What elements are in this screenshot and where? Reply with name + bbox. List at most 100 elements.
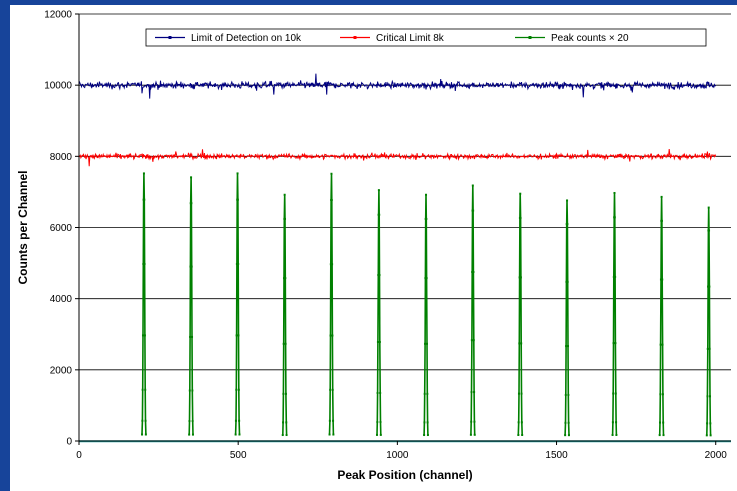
peak-point xyxy=(143,198,146,201)
peak-line xyxy=(376,190,382,435)
y-tick-label: 10000 xyxy=(44,81,72,92)
peak-point xyxy=(423,434,426,437)
peak-point xyxy=(426,421,429,424)
peak-point xyxy=(142,172,145,175)
peak-point xyxy=(235,334,238,337)
axes: 0 2000 4000 6000 8000 10000 12000 0 500 1000 1500 2… xyxy=(44,10,731,461)
y-tick-label: 8000 xyxy=(50,152,73,163)
peak-point xyxy=(330,172,333,175)
peak-line xyxy=(188,177,194,435)
peak-point xyxy=(331,388,334,391)
peak-point xyxy=(425,342,428,345)
peak-line xyxy=(470,185,476,435)
peak-point xyxy=(470,339,473,342)
peak-point xyxy=(142,262,145,265)
peak-point xyxy=(706,395,709,398)
peak-point xyxy=(705,434,708,437)
peak-point xyxy=(144,419,147,422)
peak-point xyxy=(611,421,614,424)
peak-point xyxy=(330,198,333,201)
y-tick-label: 2000 xyxy=(50,365,73,376)
peak-point xyxy=(282,342,285,345)
peak-point xyxy=(377,189,380,192)
x-tick-label: 0 xyxy=(76,450,82,461)
peak-point xyxy=(283,193,286,196)
peak-point xyxy=(424,342,427,345)
peak-point xyxy=(144,433,147,436)
peak-point xyxy=(283,217,286,220)
peak-point xyxy=(520,392,523,395)
peak-line xyxy=(517,193,523,436)
peak-point xyxy=(236,198,239,201)
peak-point xyxy=(285,421,288,424)
peak-point xyxy=(615,433,618,436)
peak-point xyxy=(564,393,567,396)
peak-point xyxy=(144,388,147,391)
peak-point xyxy=(425,277,428,280)
line-chart: 0 2000 4000 6000 8000 10000 12000 0 500 1000 1500 2… xyxy=(16,10,731,482)
peak-point xyxy=(191,335,194,338)
peak-point xyxy=(661,343,664,346)
peak-point xyxy=(282,421,285,424)
peak-point xyxy=(423,392,426,395)
legend: Limit of Detection on 10k Critical Limit … xyxy=(145,28,707,47)
legend-marker xyxy=(168,36,172,39)
peak-point xyxy=(426,392,429,395)
peak-point xyxy=(234,419,237,422)
peak-point xyxy=(238,433,241,436)
peak-point xyxy=(564,434,567,437)
peak-point xyxy=(660,219,663,222)
peak-point xyxy=(332,433,335,436)
peak-point xyxy=(470,420,473,423)
peak-point xyxy=(190,202,193,205)
peak-point xyxy=(237,262,240,265)
peak-point xyxy=(565,280,568,283)
x-tick-label: 2000 xyxy=(705,450,728,461)
y-tick-label: 6000 xyxy=(50,223,73,234)
peak-point xyxy=(284,392,287,395)
peak-point xyxy=(707,206,710,209)
y-tick-label: 0 xyxy=(66,437,72,448)
peak-point xyxy=(612,275,615,278)
peak-point xyxy=(566,223,569,226)
peak-point xyxy=(564,421,567,424)
peak-point xyxy=(190,176,193,179)
peak-line xyxy=(611,192,618,436)
peak-point xyxy=(376,391,379,394)
peak-point xyxy=(281,434,284,437)
series-line-critical-limit xyxy=(78,149,717,167)
peak-point xyxy=(659,393,662,396)
peak-line xyxy=(658,196,665,436)
peak-point xyxy=(378,213,381,216)
peak-point xyxy=(708,395,711,398)
peak-point xyxy=(473,391,476,394)
peak-point xyxy=(614,392,617,395)
peak-point xyxy=(614,342,617,345)
peak-point xyxy=(378,274,381,277)
peak-line xyxy=(282,194,288,436)
peak-line xyxy=(234,173,241,435)
peak-point xyxy=(188,433,191,436)
peak-point xyxy=(661,393,664,396)
peak-point xyxy=(615,421,618,424)
peak-point xyxy=(708,229,711,232)
peak-line xyxy=(141,173,147,435)
peak-point xyxy=(375,433,378,436)
peak-point xyxy=(473,433,476,436)
peak-line xyxy=(564,200,570,436)
peak-point xyxy=(660,195,663,198)
peak-point xyxy=(471,184,474,187)
gridlines xyxy=(79,13,731,371)
peak-point xyxy=(235,388,238,391)
y-axis-title: Counts per Channel xyxy=(16,170,30,284)
peak-point xyxy=(423,421,426,424)
peak-line xyxy=(423,194,429,436)
y-tick-label: 12000 xyxy=(44,10,72,21)
peak-point xyxy=(190,265,193,268)
peak-point xyxy=(708,347,711,350)
peak-point xyxy=(328,419,331,422)
peak-point xyxy=(470,391,473,394)
peak-point xyxy=(332,419,335,422)
peak-point xyxy=(189,265,192,268)
peak-point xyxy=(517,434,520,437)
